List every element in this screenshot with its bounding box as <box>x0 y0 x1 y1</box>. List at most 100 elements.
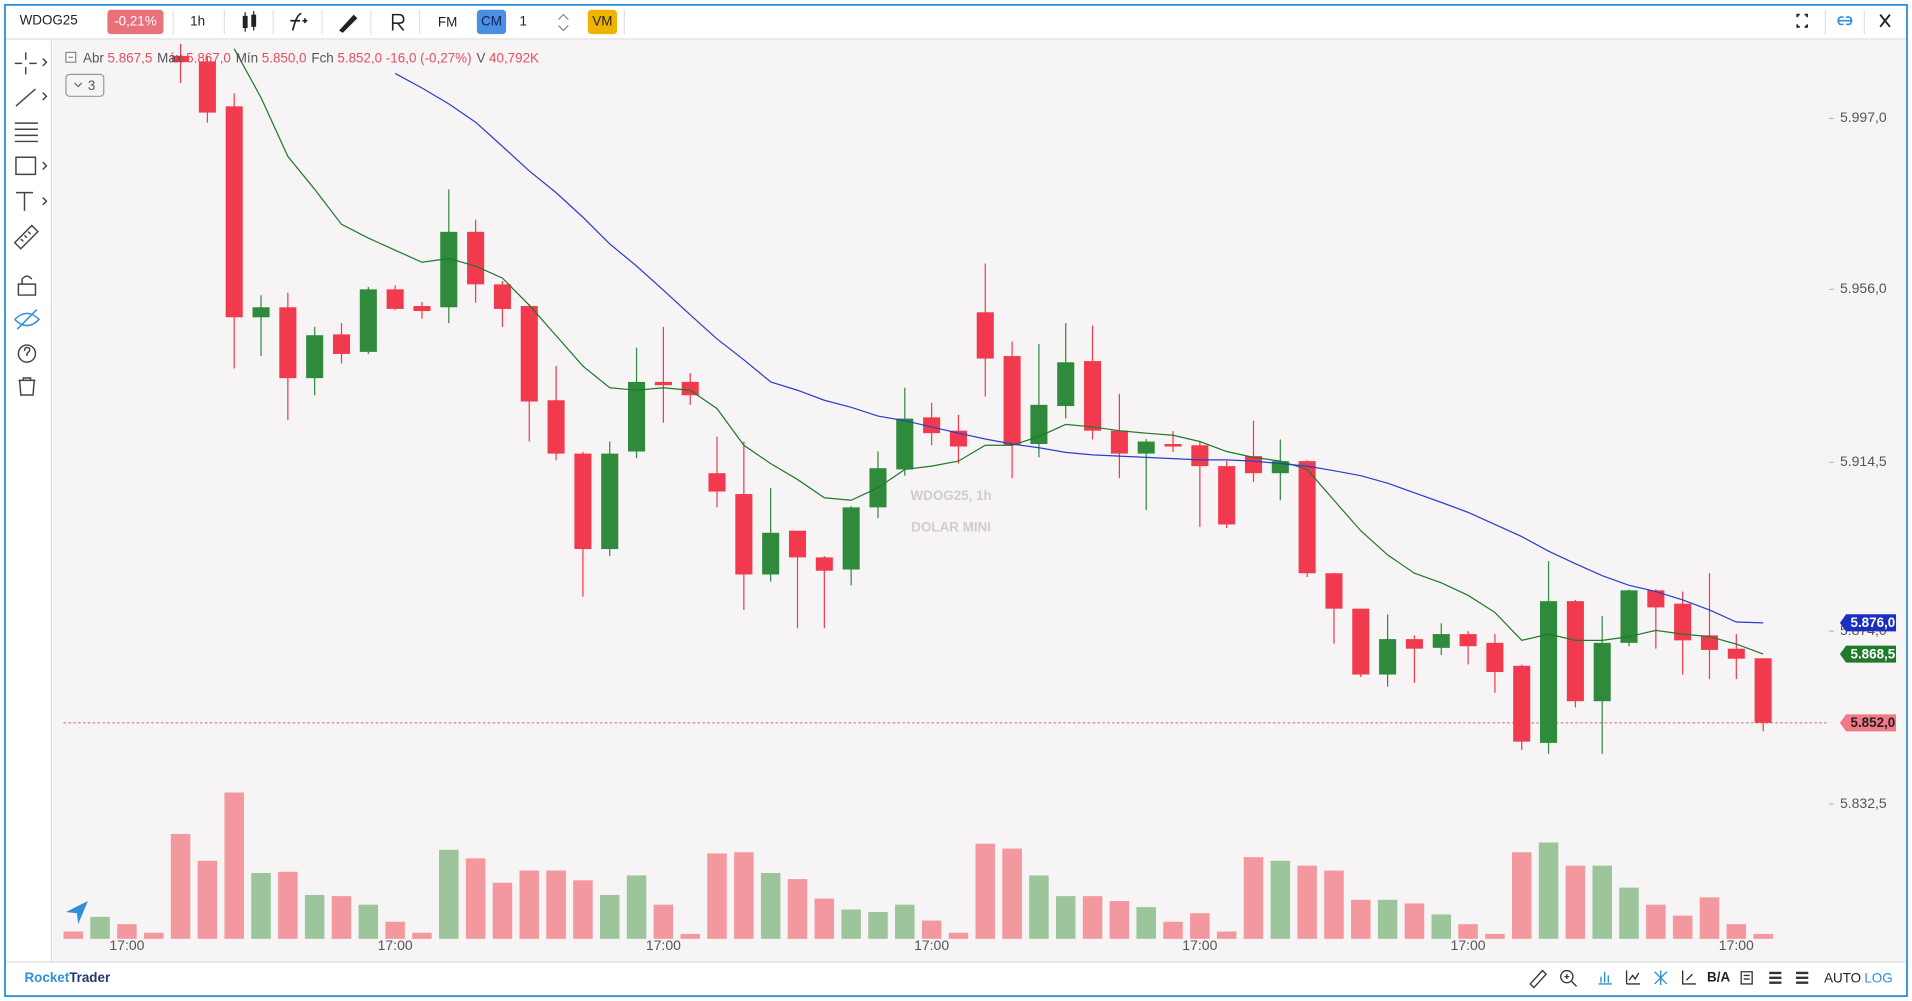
text-tool[interactable] <box>15 191 48 211</box>
volume-bar <box>1511 852 1532 939</box>
candle-body <box>815 557 833 571</box>
volume-bar <box>1485 933 1505 939</box>
candle-body <box>1218 466 1236 525</box>
x-tick-label: 17:00 <box>109 937 144 953</box>
navigate-button[interactable] <box>65 901 88 925</box>
ruler-tool[interactable] <box>13 224 39 250</box>
price-tag-label: 5.852,0 <box>1851 715 1896 730</box>
bars-tool[interactable] <box>1598 971 1612 985</box>
cm-badge[interactable] <box>476 9 507 35</box>
help-tool[interactable] <box>17 344 37 363</box>
volume-bar <box>1297 865 1317 939</box>
line-tool[interactable] <box>15 88 48 107</box>
candle-body <box>520 306 538 402</box>
volume-bar <box>1619 887 1639 939</box>
plot <box>63 43 1828 939</box>
volume-bar <box>975 843 996 939</box>
reset-button[interactable] <box>391 13 405 31</box>
book-tool[interactable] <box>1740 971 1753 985</box>
volume-bar <box>1324 870 1344 939</box>
volume-bar <box>895 904 915 939</box>
area-tool[interactable] <box>1625 970 1640 985</box>
price-tag <box>1839 714 1897 732</box>
quantity[interactable]: 1 <box>520 13 527 28</box>
volume-bar <box>412 932 432 939</box>
ohlc-value: 5.850,0 <box>262 50 307 65</box>
y-tick-label: 5.956,0 <box>1840 280 1887 296</box>
fib-tool[interactable] <box>14 122 38 143</box>
price-tag <box>1839 614 1897 632</box>
x-tick-label: 17:00 <box>646 937 681 953</box>
measure-tool[interactable] <box>1529 969 1548 989</box>
collapse-button[interactable] <box>65 73 105 97</box>
shape-tool[interactable] <box>15 156 48 176</box>
volume-bar <box>1646 904 1666 939</box>
auto-button[interactable]: AUTO <box>1824 971 1861 986</box>
candle-body <box>1084 361 1102 431</box>
price-tag <box>1839 645 1897 663</box>
fm-button[interactable]: FM <box>438 15 457 30</box>
candle-body <box>1513 665 1531 742</box>
volume-bar <box>1404 903 1425 939</box>
draw-button[interactable] <box>339 14 358 33</box>
link-button[interactable] <box>1837 16 1853 26</box>
candle-body <box>1164 444 1182 447</box>
candle-body <box>1459 634 1477 647</box>
brand-rocket: Rocket <box>24 969 69 984</box>
ba-button[interactable]: B/A <box>1707 969 1730 984</box>
volume-bar <box>1377 899 1398 939</box>
ohlc-value: 40,792K <box>489 50 539 65</box>
candle-body <box>842 507 860 570</box>
candle-body <box>788 530 807 558</box>
log-button[interactable]: LOG <box>1864 971 1892 986</box>
candle-body <box>574 453 592 550</box>
list-tool-2[interactable] <box>1796 971 1809 984</box>
volume-bar <box>1538 842 1559 939</box>
candle-body <box>1566 601 1584 702</box>
symbol[interactable]: WDOG25 <box>20 12 78 27</box>
volume-bar <box>787 879 808 939</box>
quantity-spinner[interactable] <box>558 13 569 32</box>
candle-body <box>1325 573 1343 609</box>
trash-tool[interactable] <box>18 377 36 396</box>
candle-body <box>1003 356 1021 446</box>
lock-tool[interactable] <box>17 275 37 296</box>
volume-bar <box>1002 848 1022 939</box>
grid-tool[interactable] <box>1654 970 1668 986</box>
list-tool[interactable] <box>1769 971 1782 984</box>
volume-bar <box>1109 901 1130 939</box>
crosshair-tool[interactable] <box>14 52 48 75</box>
volume-bar <box>1753 933 1773 939</box>
candle-type-button[interactable] <box>242 10 257 32</box>
x-tick-label: 17:00 <box>378 937 413 953</box>
visibility-tool[interactable] <box>14 309 41 330</box>
close-button[interactable] <box>1879 14 1891 28</box>
moving-average-line <box>394 72 1764 624</box>
watermark-name: DOLAR MINI <box>911 519 991 534</box>
candle-body <box>547 400 565 454</box>
indicator-button[interactable] <box>290 12 308 31</box>
vm-badge[interactable] <box>587 9 618 35</box>
ohlc-header: Abr 5.867,5 Máx 5.867,0 Mín 5.850,0 Fch 5.852,0… <box>83 50 539 65</box>
volume-bar <box>304 894 325 939</box>
overlay: 5.997,05.956,05.914,55.874,05.832,517:00… <box>109 109 1897 953</box>
change-text: -0,21% <box>114 13 157 28</box>
zoom-tool[interactable] <box>1560 969 1574 984</box>
volume-bar <box>1458 924 1478 939</box>
timeframe-button[interactable]: 1h <box>190 13 205 28</box>
x-tick-label: 17:00 <box>1719 937 1754 953</box>
watermark-symbol: WDOG25, 1h <box>911 488 992 503</box>
ohlc-value: 5.852,0 -16,0 (-0,27%) <box>337 50 471 65</box>
volume-bar <box>117 924 137 939</box>
candle-body <box>1191 445 1209 467</box>
fullscreen-button[interactable] <box>1796 13 1808 28</box>
candle-body <box>172 55 190 63</box>
volume-bar <box>1431 914 1452 939</box>
axis-tool[interactable] <box>1681 970 1697 985</box>
candle-body <box>1110 430 1128 454</box>
volume-bar <box>653 904 674 939</box>
volume-bar <box>707 853 727 939</box>
candle-body <box>1727 648 1745 659</box>
